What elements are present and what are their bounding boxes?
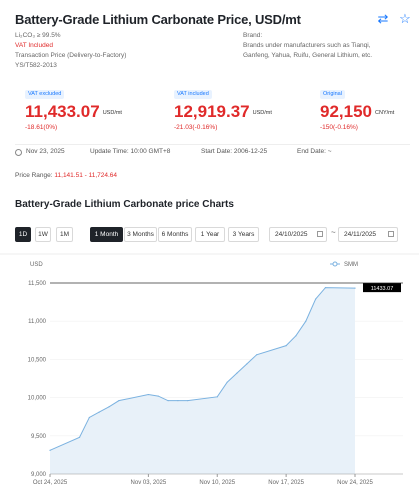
price-value: 11,433.07 bbox=[25, 102, 100, 121]
y-tick-label: 11,000 bbox=[28, 319, 47, 325]
period-1-year-button[interactable]: 1 Year bbox=[195, 227, 225, 242]
clock-icon bbox=[15, 149, 22, 156]
date-to-input[interactable]: 24/11/2025 bbox=[338, 227, 398, 242]
data-point bbox=[118, 400, 120, 402]
data-point bbox=[88, 416, 90, 419]
price-cards: VAT excluded 11,433.07 USD/mt -18.61(0%) … bbox=[15, 82, 410, 136]
period-3-years-button[interactable]: 3 Years bbox=[228, 227, 259, 242]
data-point bbox=[98, 411, 100, 413]
x-tick-label: Nov 17, 2025 bbox=[268, 480, 304, 486]
data-point bbox=[315, 298, 317, 300]
calendar-icon bbox=[317, 231, 323, 237]
data-point bbox=[246, 363, 248, 365]
y-tick-label: 10,500 bbox=[28, 357, 47, 363]
data-point bbox=[305, 320, 307, 322]
price-card-original: Original 92,150 CNY/mt -150(-0.16%) bbox=[320, 82, 394, 131]
date-range-separator: ~ bbox=[331, 228, 336, 237]
data-point bbox=[147, 393, 149, 396]
legend-label: SMM bbox=[344, 262, 358, 268]
price-line bbox=[49, 287, 356, 451]
data-point bbox=[49, 449, 51, 451]
last-value-label: 11433.07 bbox=[371, 286, 394, 292]
date-from-input[interactable]: 24/10/2025 bbox=[269, 227, 327, 242]
brand-label: Brand: bbox=[243, 32, 263, 39]
price-tag: VAT excluded bbox=[25, 90, 65, 99]
interval-1m-button[interactable]: 1M bbox=[56, 227, 73, 242]
data-point bbox=[354, 287, 356, 289]
transaction-text: Transaction Price (Delivery-to-Factory) bbox=[15, 52, 127, 59]
period-1-month-button[interactable]: 1 Month bbox=[90, 227, 123, 242]
star-icon[interactable]: ☆ bbox=[399, 11, 411, 26]
data-point bbox=[295, 335, 297, 337]
date-to-value: 24/11/2025 bbox=[344, 231, 377, 238]
swap-icon[interactable]: ⇄ bbox=[377, 11, 389, 26]
standard-text: YS/T582-2013 bbox=[15, 62, 57, 69]
brand-text: Brands under manufacturers such as Tianq… bbox=[243, 42, 373, 59]
price-area bbox=[50, 287, 355, 474]
y-tick-label: 10,000 bbox=[28, 396, 47, 402]
date-row: Nov 23, 2025 Update Time: 10:00 GMT+8 St… bbox=[15, 144, 410, 156]
calendar-icon bbox=[388, 231, 394, 237]
price-unit: CNY/mt bbox=[375, 109, 395, 116]
data-point bbox=[108, 406, 110, 408]
data-point bbox=[256, 354, 258, 356]
price-card-vat-excluded: VAT excluded 11,433.07 USD/mt -18.61(0%) bbox=[25, 82, 122, 131]
y-axis-label: USD bbox=[30, 262, 43, 268]
y-tick-label: 9,000 bbox=[31, 472, 47, 478]
price-change: -150(-0.16%) bbox=[320, 123, 358, 131]
interval-1d-button[interactable]: 1D bbox=[15, 227, 31, 242]
update-time: Update Time: 10:00 GMT+8 bbox=[90, 148, 171, 155]
interval-1w-button[interactable]: 1W bbox=[35, 227, 51, 242]
price-range: Price Range: 11,141.51 - 11,724.64 bbox=[15, 172, 117, 179]
header: Battery-Grade Lithium Carbonate Price, U… bbox=[15, 10, 411, 32]
data-point bbox=[285, 345, 287, 347]
x-tick-label: Nov 10, 2025 bbox=[199, 480, 235, 486]
page-title: Battery-Grade Lithium Carbonate Price, U… bbox=[15, 12, 301, 27]
date-from-value: 24/10/2025 bbox=[275, 231, 308, 238]
data-point bbox=[167, 400, 169, 402]
price-chart[interactable]: USD SMM 11,500 11,000 10,500 10,000 9,500 9,000… bbox=[0, 252, 419, 500]
period-3-months-button[interactable]: 3 Months bbox=[124, 227, 157, 242]
legend-marker bbox=[332, 261, 338, 267]
price-change: -18.61(0%) bbox=[25, 123, 58, 131]
purity-text: Li₂CO₃ ≥ 99.5% bbox=[15, 32, 61, 39]
price-chart-svg: USD SMM 11,500 11,000 10,500 10,000 9,500 9,000… bbox=[0, 253, 419, 486]
price-unit: USD/mt bbox=[102, 109, 122, 116]
price-value: 92,150 bbox=[320, 102, 372, 121]
last-value-badge bbox=[363, 283, 401, 293]
vat-text: VAT Included bbox=[15, 42, 53, 49]
product-spec: Li₂CO₃ ≥ 99.5% VAT Included Transaction … bbox=[15, 31, 215, 71]
y-tick-label: 11,500 bbox=[28, 281, 47, 287]
price-change: -21.03(-0.16%) bbox=[174, 123, 218, 131]
section-title: Battery-Grade Lithium Carbonate price Ch… bbox=[15, 199, 234, 210]
price-unit: USD/mt bbox=[252, 109, 272, 116]
price-range-label: Price Range: bbox=[15, 172, 53, 179]
x-tick-label: Nov 24, 2025 bbox=[337, 480, 373, 486]
x-tick-label: Nov 03, 2025 bbox=[131, 480, 167, 486]
data-point bbox=[236, 372, 238, 374]
price-date: Nov 23, 2025 bbox=[26, 148, 65, 155]
data-point bbox=[157, 395, 159, 397]
price-value: 12,919.37 bbox=[174, 102, 250, 121]
data-point bbox=[177, 400, 179, 402]
brand-info: Brand: Brands under manufacturers such a… bbox=[243, 31, 393, 61]
price-tag: Original bbox=[320, 90, 345, 99]
chart-controls: 1D 1W 1M 1 Month 3 Months 6 Months 1 Yea… bbox=[15, 227, 410, 243]
data-point bbox=[324, 286, 327, 289]
data-point bbox=[187, 400, 189, 402]
price-tag: VAT included bbox=[174, 90, 212, 99]
data-point bbox=[78, 436, 81, 438]
y-tick-label: 9,500 bbox=[31, 434, 47, 440]
price-range-value: 11,141.51 - 11,724.64 bbox=[54, 172, 118, 179]
price-card-vat-included: VAT included 12,919.37 USD/mt -21.03(-0.1… bbox=[174, 82, 272, 131]
start-date: Start Date: 2006-12-25 bbox=[201, 148, 268, 155]
data-point bbox=[226, 381, 228, 383]
x-tick-label: Oct 24, 2025 bbox=[33, 480, 68, 486]
period-6-months-button[interactable]: 6 Months bbox=[158, 227, 192, 242]
end-date: End Date: ~ bbox=[297, 148, 332, 155]
data-point bbox=[216, 396, 218, 398]
